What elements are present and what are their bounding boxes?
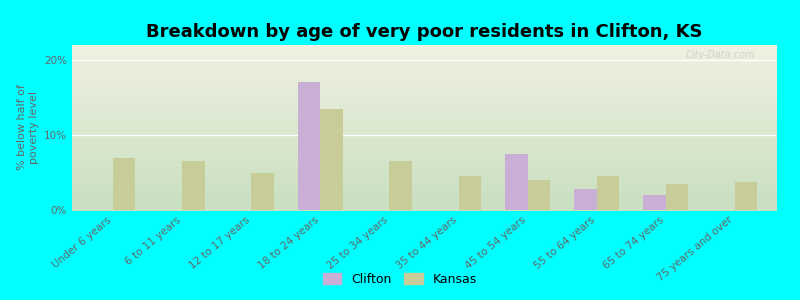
Bar [458,176,481,210]
Legend: Clifton, Kansas: Clifton, Kansas [318,268,482,291]
Bar [666,184,688,210]
Bar [506,154,527,210]
Bar [321,109,342,210]
Y-axis label: % below half of
poverty level: % below half of poverty level [17,85,38,170]
Title: Breakdown by age of very poor residents in Clifton, KS: Breakdown by age of very poor residents … [146,23,702,41]
Bar [527,180,550,210]
Bar [298,82,321,210]
Bar [734,182,757,210]
Bar [390,161,411,210]
Bar [114,158,135,210]
Bar [643,195,666,210]
Bar [182,161,205,210]
Text: City-Data.com: City-Data.com [686,50,755,60]
Bar [251,172,274,210]
Bar [597,176,618,210]
Bar [574,189,597,210]
